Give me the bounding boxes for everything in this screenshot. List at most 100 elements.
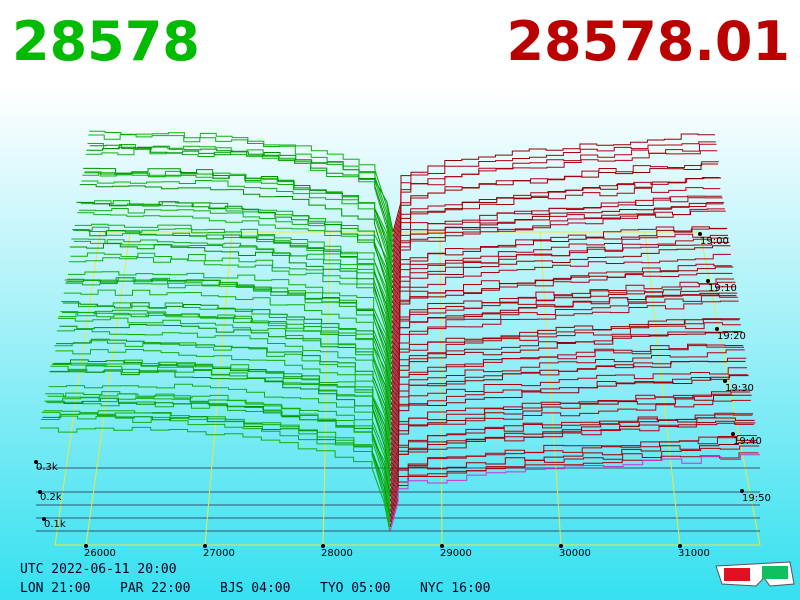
ask-depth-line	[391, 208, 725, 299]
bid-depth-line	[71, 238, 393, 344]
tick-dot	[42, 517, 46, 521]
price-grid-line	[644, 231, 681, 546]
tick-dot	[440, 544, 444, 548]
ask-depth-line	[390, 318, 741, 400]
ask-depth-line	[391, 278, 735, 360]
price-tick-label: 31000	[678, 548, 710, 559]
tick-dot	[740, 489, 744, 493]
bid-depth-line	[70, 252, 393, 350]
ask-depth-line	[390, 331, 742, 411]
ask-depth-line	[391, 245, 731, 334]
ask-depth-line	[390, 357, 747, 441]
tick-dot	[706, 279, 710, 283]
ask-depth-line	[391, 292, 738, 380]
ask-depth-line	[392, 161, 719, 258]
ask-depth-line	[391, 241, 730, 329]
ask-depth-line	[389, 422, 756, 502]
time-tick-label: 19:10	[708, 283, 737, 294]
ask-depth-line	[392, 150, 718, 248]
bid-depth-line	[41, 411, 391, 522]
ask-depth-line	[390, 391, 751, 467]
bid-depth-line	[48, 383, 391, 482]
ask-depth-line	[390, 367, 747, 446]
ask-depth-line	[391, 272, 733, 350]
time-tick-label: 19:30	[725, 383, 754, 394]
ask-depth-line	[392, 187, 721, 268]
bid-depth-line	[86, 146, 394, 253]
bid-depth-line	[56, 329, 392, 431]
bid-depth-line	[62, 311, 392, 400]
tick-dot	[34, 460, 38, 464]
time-tick-label: 19:40	[733, 436, 762, 447]
ask-depth-line	[390, 300, 739, 390]
ask-depth-line	[390, 375, 749, 456]
bid-depth-line	[68, 257, 393, 360]
bid-depth-line	[56, 338, 392, 436]
bid-depth-line	[47, 391, 391, 487]
ask-depth-line	[391, 210, 726, 304]
bid-depth-line	[44, 396, 391, 507]
zone-time: BJS 04:00	[220, 581, 290, 596]
ask-depth-line	[389, 435, 757, 512]
bid-depth-line	[49, 370, 392, 477]
ask-depth-line	[389, 437, 757, 507]
bid-depth-line	[51, 361, 392, 461]
bid-depth-line	[82, 171, 394, 278]
ask-depth-line	[391, 281, 736, 370]
bid-depth-line	[74, 223, 393, 324]
ask-price: 28578.01	[506, 10, 790, 73]
glasses-icon[interactable]	[715, 561, 795, 587]
price-tick-label: 27000	[203, 548, 235, 559]
depth-tick-label: 0.3k	[36, 462, 58, 473]
price-grid-line	[85, 231, 131, 546]
bid-depth-line	[68, 271, 393, 365]
bid-depth-line	[53, 359, 392, 451]
time-tick-label: 19:00	[700, 236, 729, 247]
zone-time: NYC 16:00	[420, 581, 490, 596]
ask-depth-line	[390, 374, 748, 451]
bid-depth-line	[40, 415, 391, 528]
ask-depth-line	[391, 226, 728, 314]
time-tick-label: 19:20	[717, 331, 746, 342]
tick-dot	[559, 544, 563, 548]
bid-depth-line	[69, 243, 393, 355]
price-tick-label: 29000	[440, 548, 472, 559]
bid-depth-line	[45, 393, 391, 502]
ask-depth-line	[390, 345, 744, 426]
bid-depth-line	[73, 239, 393, 329]
ask-depth-line	[391, 202, 725, 294]
tick-dot	[38, 490, 42, 494]
price-tick-label: 30000	[559, 548, 591, 559]
bid-depth-line	[54, 340, 392, 446]
ask-depth-line	[391, 233, 728, 319]
price-grid-line	[322, 231, 331, 546]
bid-depth-line	[57, 317, 392, 426]
tick-dot	[84, 544, 88, 548]
ask-depth-line	[389, 454, 760, 533]
ask-depth-line	[390, 399, 751, 472]
bid-depth-line	[72, 229, 393, 339]
utc-time: UTC 2022-06-11 20:00	[20, 562, 177, 577]
bid-depth-line	[85, 148, 394, 258]
ask-depth-line	[390, 349, 745, 431]
ask-depth-line	[389, 442, 758, 517]
bid-depth-line	[81, 180, 393, 283]
ask-depth-line	[392, 197, 723, 283]
tick-dot	[723, 379, 727, 383]
zone-time: PAR 22:00	[120, 581, 190, 596]
ask-depth-line	[390, 322, 741, 406]
bid-depth-line	[63, 289, 392, 390]
ask-depth-line	[392, 141, 716, 238]
floor-outline	[54, 231, 761, 546]
zone-time: LON 21:00	[20, 581, 90, 596]
bid-depth-line	[77, 212, 393, 309]
ask-depth-line	[391, 253, 731, 339]
bid-depth-line	[89, 130, 394, 238]
red-lens	[724, 568, 750, 581]
axis-labels: 26000 27000 28000 29000 30000 31000 19:00 19:10…	[34, 232, 771, 559]
bid-depth-line	[55, 349, 392, 441]
bid-depth-line	[64, 277, 392, 385]
ask-depth-line	[392, 133, 715, 233]
ask-depth-line	[389, 452, 759, 522]
